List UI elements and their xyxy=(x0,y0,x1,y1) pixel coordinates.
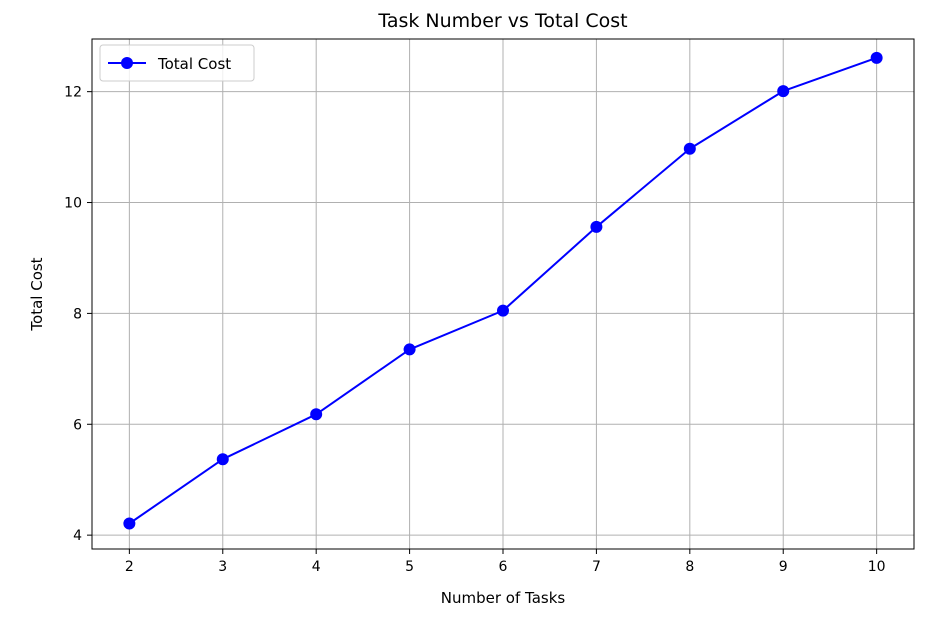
chart-title: Task Number vs Total Cost xyxy=(377,10,627,32)
x-tick-label: 6 xyxy=(499,559,508,575)
y-axis-ticks: 4 6 8 10 12 xyxy=(64,85,92,544)
y-axis-label: Total Cost xyxy=(28,257,46,331)
grid xyxy=(92,39,914,549)
x-tick-label: 10 xyxy=(868,559,886,575)
y-tick-label: 8 xyxy=(73,306,82,322)
x-tick-label: 5 xyxy=(405,559,414,575)
legend: Total Cost xyxy=(99,44,255,82)
y-tick-label: 6 xyxy=(73,417,82,433)
x-tick-label: 4 xyxy=(312,559,321,575)
x-tick-label: 7 xyxy=(592,559,601,575)
data-point xyxy=(590,220,603,233)
x-tick-label: 9 xyxy=(779,559,788,575)
x-axis-ticks: 2 3 4 5 6 7 8 9 10 xyxy=(125,549,886,575)
y-tick-label: 10 xyxy=(64,196,82,212)
series-layer xyxy=(123,51,883,530)
x-axis-label: Number of Tasks xyxy=(441,589,566,607)
data-point xyxy=(216,453,229,466)
legend-label: Total Cost xyxy=(157,55,231,73)
legend-marker-swatch xyxy=(121,57,133,69)
data-point xyxy=(870,51,883,64)
data-point xyxy=(123,517,136,530)
y-tick-label: 4 xyxy=(73,528,82,544)
data-point xyxy=(683,142,696,155)
data-point xyxy=(403,343,416,356)
data-point xyxy=(497,304,509,317)
data-point xyxy=(777,85,790,98)
x-tick-label: 3 xyxy=(218,559,227,575)
x-tick-label: 8 xyxy=(685,559,694,575)
data-point xyxy=(310,408,323,421)
x-tick-label: 2 xyxy=(125,559,134,575)
y-tick-label: 12 xyxy=(64,85,82,101)
legend-box xyxy=(99,44,255,82)
